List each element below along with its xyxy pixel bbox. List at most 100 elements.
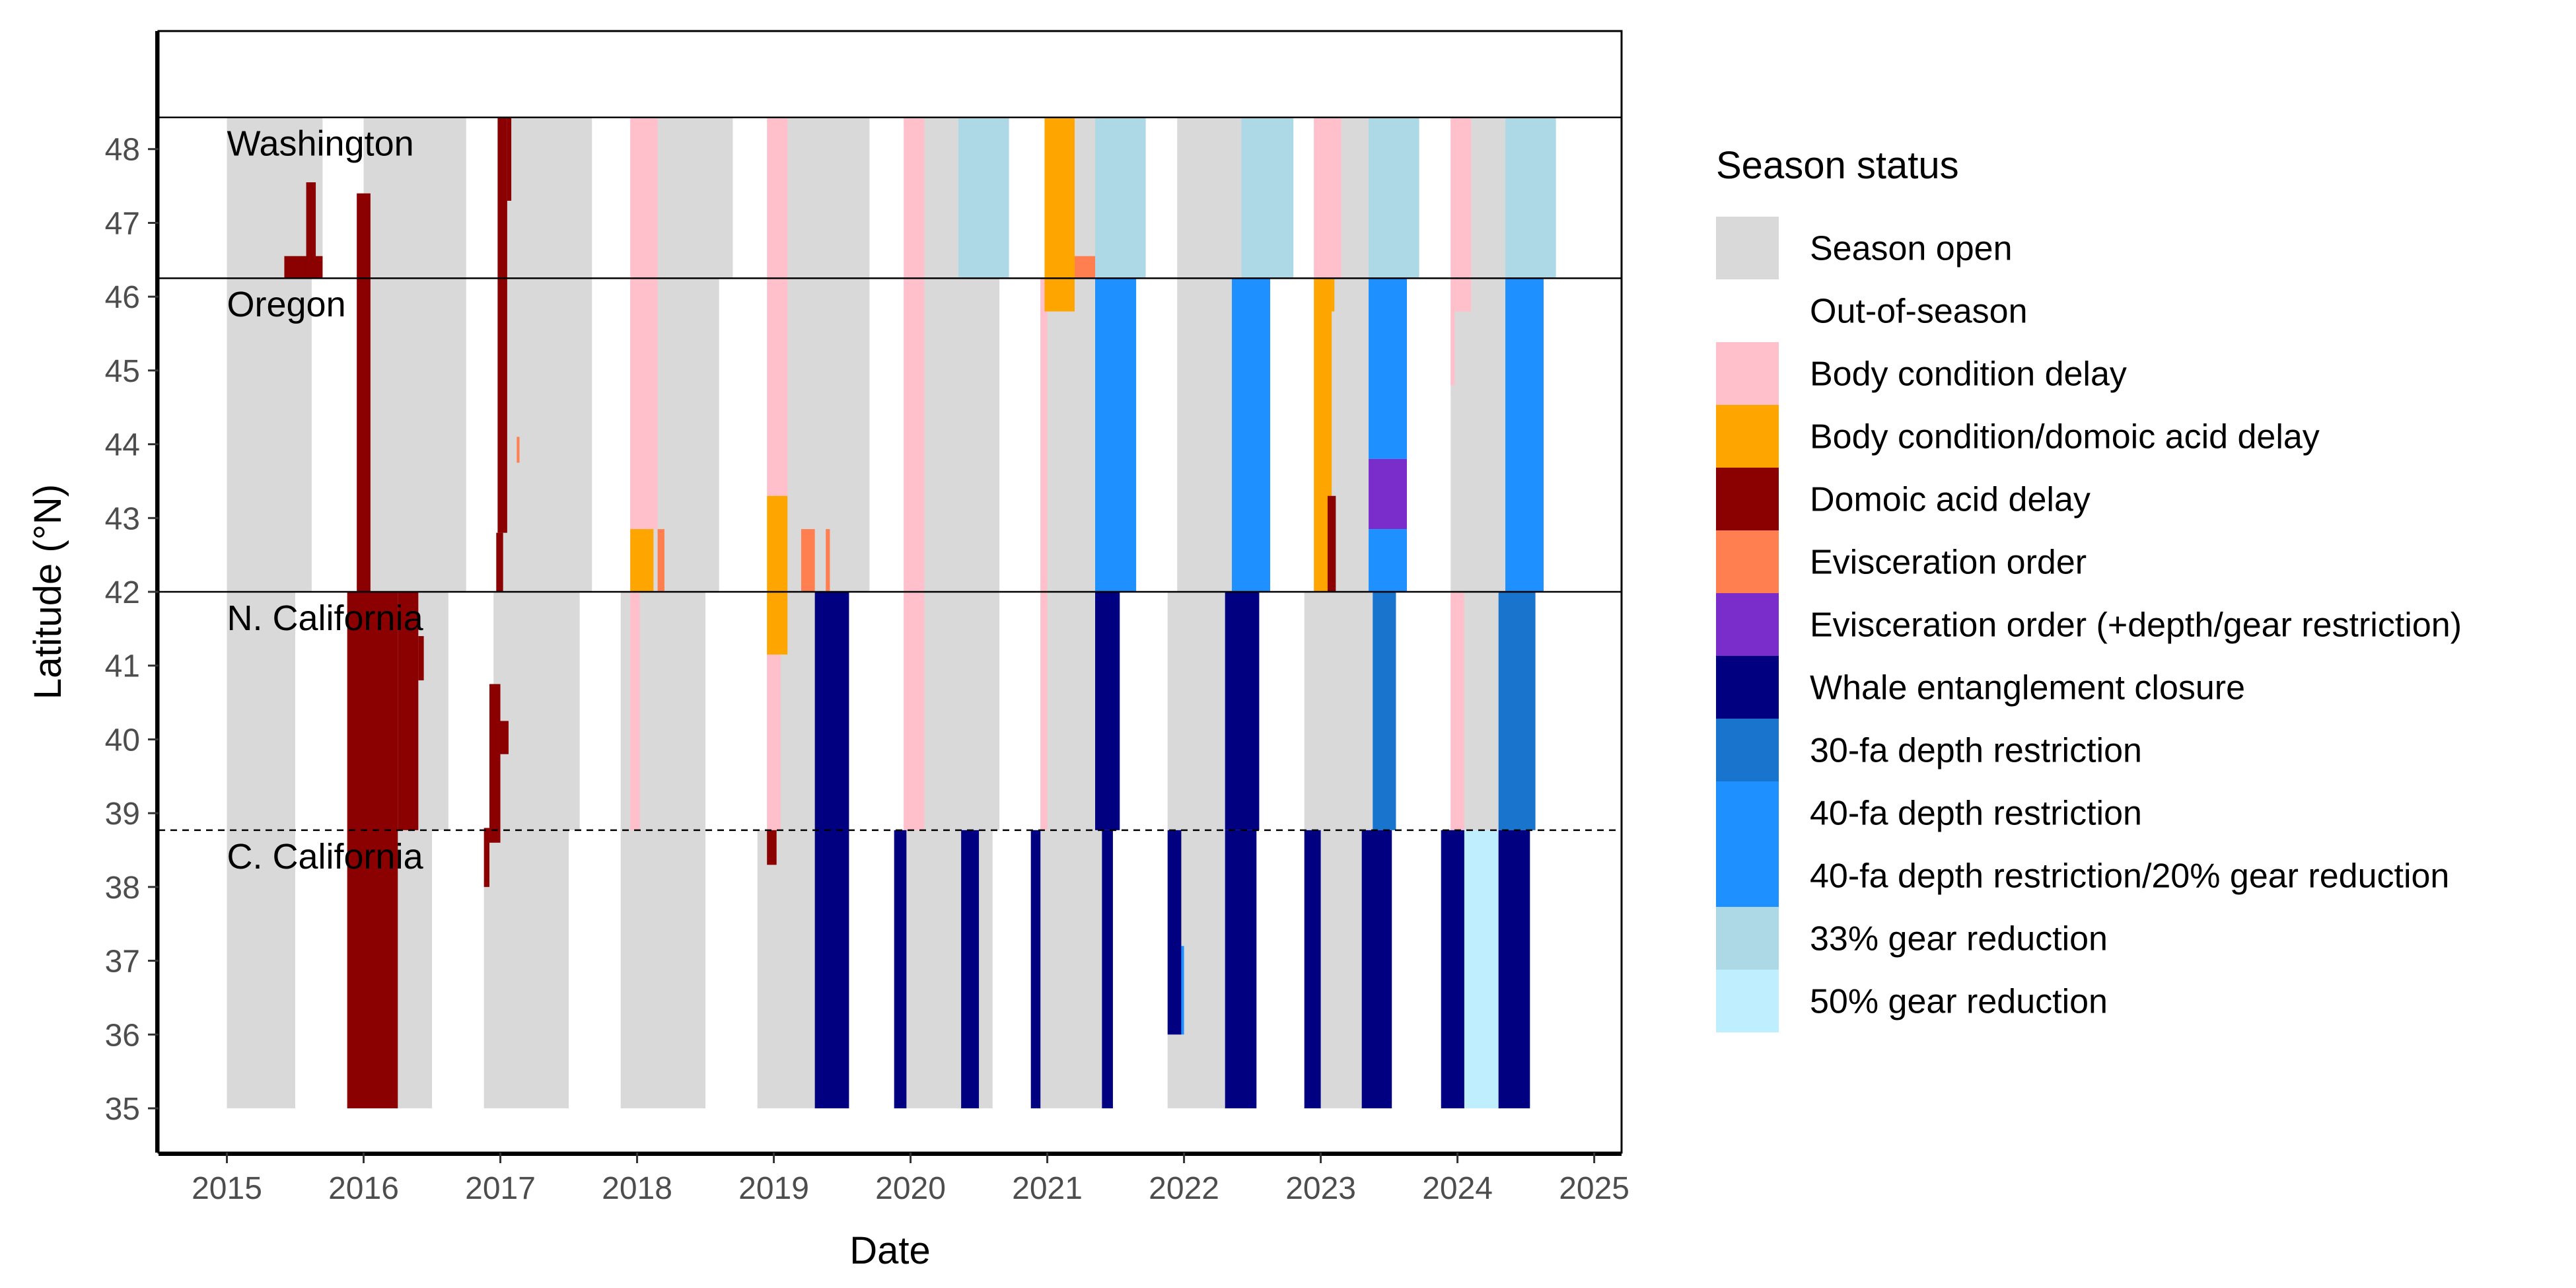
y-tick-label: 48 <box>105 133 140 168</box>
status-rect <box>1167 830 1182 1035</box>
status-rect <box>773 117 870 592</box>
status-rect <box>1332 278 1335 312</box>
status-rect <box>1225 830 1257 1108</box>
legend-label: 30-fa depth restriction <box>1810 732 2142 770</box>
legend-key <box>1716 217 1779 279</box>
plot-area: Washington Oregon N. California C. Californ… <box>157 30 1623 1154</box>
status-rect <box>1232 278 1270 592</box>
status-rect <box>801 529 815 592</box>
legend-label: Body condition/domoic acid delay <box>1810 418 2320 456</box>
status-rect <box>1369 529 1407 592</box>
status-rect <box>958 117 1009 279</box>
legend-label: Domoic acid delay <box>1810 481 2091 519</box>
status-rect <box>227 278 312 592</box>
status-rect <box>227 592 296 1108</box>
status-rect <box>496 532 503 592</box>
y-tick-label: 40 <box>105 723 140 758</box>
status-rect <box>284 256 323 279</box>
status-rect <box>1498 592 1536 830</box>
status-rect <box>1095 278 1137 592</box>
status-rect <box>657 529 664 592</box>
status-rect <box>1095 117 1146 279</box>
legend: Season status Season open Out-of-season Bo… <box>1716 144 2462 1032</box>
legend-title: Season status <box>1716 144 1959 187</box>
status-rect <box>347 592 398 1108</box>
status-rect <box>1030 830 1041 1108</box>
x-tick-label: 2018 <box>602 1171 672 1206</box>
x-axis: 2015 2016 2017 2018 2019 2020 2021 2022 2023 2024… <box>159 1152 1629 1206</box>
status-rect <box>904 117 925 830</box>
region-label: C. California <box>227 837 424 877</box>
status-rect <box>767 830 777 865</box>
status-rect <box>483 828 489 887</box>
region-label: N. California <box>227 598 424 638</box>
x-axis-title: Date <box>849 1229 931 1272</box>
status-rect <box>1102 830 1113 1108</box>
status-rect <box>363 117 466 592</box>
status-rect <box>894 830 907 1108</box>
status-rect <box>630 117 658 279</box>
status-rect <box>1241 117 1294 279</box>
status-rect <box>1177 117 1242 279</box>
y-tick-label: 45 <box>105 354 140 389</box>
status-rect <box>306 182 316 279</box>
region-boundaries <box>159 116 1622 832</box>
legend-label: Evisceration order <box>1810 544 2087 582</box>
legend-label: 40-fa depth restriction/20% gear reducti… <box>1810 857 2449 896</box>
status-rect <box>1369 458 1407 530</box>
y-tick-label: 38 <box>105 871 140 906</box>
y-tick-label: 37 <box>105 945 140 980</box>
status-rect <box>1074 256 1096 279</box>
status-rect <box>1314 117 1342 279</box>
status-rect <box>961 830 980 1108</box>
status-rect <box>767 654 781 830</box>
x-tick-label: 2019 <box>738 1171 809 1206</box>
y-axis-title: Latitude (°N) <box>26 484 69 699</box>
status-rect <box>489 684 501 843</box>
legend-key <box>1716 279 1779 342</box>
status-rect <box>517 437 520 463</box>
legend-items: Season open Out-of-season Body condition d… <box>1716 217 2462 1032</box>
y-tick-label: 43 <box>105 501 140 536</box>
status-rect <box>1373 592 1396 830</box>
status-rect <box>483 830 569 1108</box>
status-rect <box>1361 830 1392 1108</box>
legend-label: Whale entanglement closure <box>1810 669 2245 707</box>
legend-key <box>1716 781 1779 844</box>
x-tick-label: 2023 <box>1285 1171 1356 1206</box>
legend-key <box>1716 844 1779 907</box>
legend-key <box>1716 468 1779 530</box>
status-rects-layer <box>227 117 1556 1108</box>
status-rect <box>1464 830 1499 1108</box>
legend-key <box>1716 593 1779 656</box>
legend-label: Season open <box>1810 230 2013 268</box>
status-rect <box>507 117 512 201</box>
x-tick-label: 2015 <box>192 1171 262 1206</box>
y-tick-label: 36 <box>105 1018 140 1053</box>
status-rect <box>767 495 788 655</box>
y-tick-label: 42 <box>105 575 140 610</box>
x-tick-label: 2020 <box>875 1171 946 1206</box>
status-rect <box>1030 830 1109 1108</box>
status-rect <box>1450 592 1464 830</box>
legend-label: Body condition delay <box>1810 355 2127 394</box>
x-tick-label: 2017 <box>465 1171 536 1206</box>
status-rect <box>630 529 654 592</box>
status-rect <box>1040 278 1048 830</box>
status-rect <box>496 721 509 754</box>
status-rect <box>814 592 849 1108</box>
legend-key <box>1716 342 1779 405</box>
status-rect <box>1167 592 1225 830</box>
status-rect <box>630 592 640 830</box>
legend-label: 33% gear reduction <box>1810 920 2108 958</box>
status-rect <box>1181 946 1184 1035</box>
status-rect <box>497 117 507 533</box>
legend-key <box>1716 719 1779 781</box>
y-tick-label: 46 <box>105 280 140 315</box>
legend-label: Evisceration order (+depth/gear restrict… <box>1810 606 2462 645</box>
status-rect <box>1225 592 1260 830</box>
x-tick-label: 2024 <box>1422 1171 1493 1206</box>
status-rect <box>630 278 658 530</box>
y-tick-label: 44 <box>105 428 140 463</box>
